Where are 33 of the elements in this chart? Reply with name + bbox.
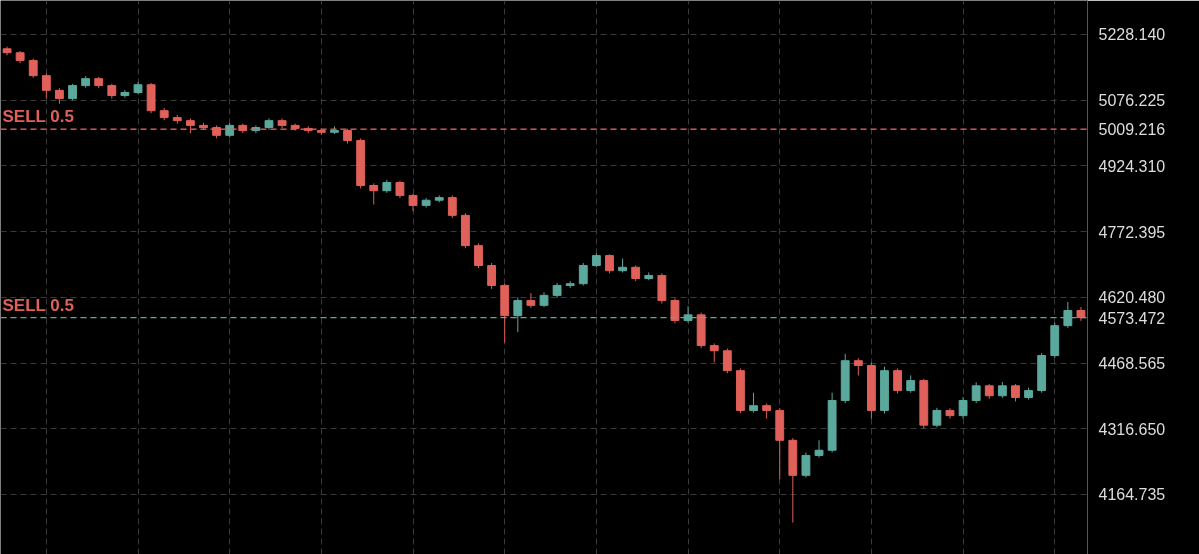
y-tick-label: 4573.472 [1098,309,1166,327]
y-tick-label: 4772.395 [1098,223,1166,241]
y-tick-label: 5228.140 [1098,26,1166,44]
candlestick [487,262,497,290]
candlestick [932,407,942,428]
candlestick [945,407,955,420]
y-tick-label: 4620.480 [1098,289,1166,307]
candlestick [893,367,903,395]
y-tick-label: 4468.565 [1098,355,1166,373]
y-tick-label: 4316.650 [1098,420,1166,438]
candlestick [41,72,51,100]
candlestick [801,451,811,478]
y-tick-label: 5076.225 [1098,92,1166,110]
candlestick [447,194,457,219]
candlestick [28,58,38,79]
y-tick-label: 4164.735 [1098,486,1166,504]
ref-line-label: SELL 0.5 [2,107,74,127]
candlestick [971,381,981,404]
candlestick [120,89,130,99]
ref-line-label: SELL 0.5 [2,295,74,315]
candlestick [709,342,719,363]
candlestick [605,253,614,274]
y-tick-label: 5009.216 [1098,121,1166,139]
candlestick [670,297,680,324]
candlestick [814,439,824,459]
candlestick [749,392,758,414]
candlestick [722,348,732,374]
y-tick-label: 4924.310 [1098,157,1166,175]
candlestick [369,182,379,206]
candlestick [958,396,968,420]
candlestick [578,262,588,286]
candlestick [526,292,536,309]
candlestick [474,242,483,269]
